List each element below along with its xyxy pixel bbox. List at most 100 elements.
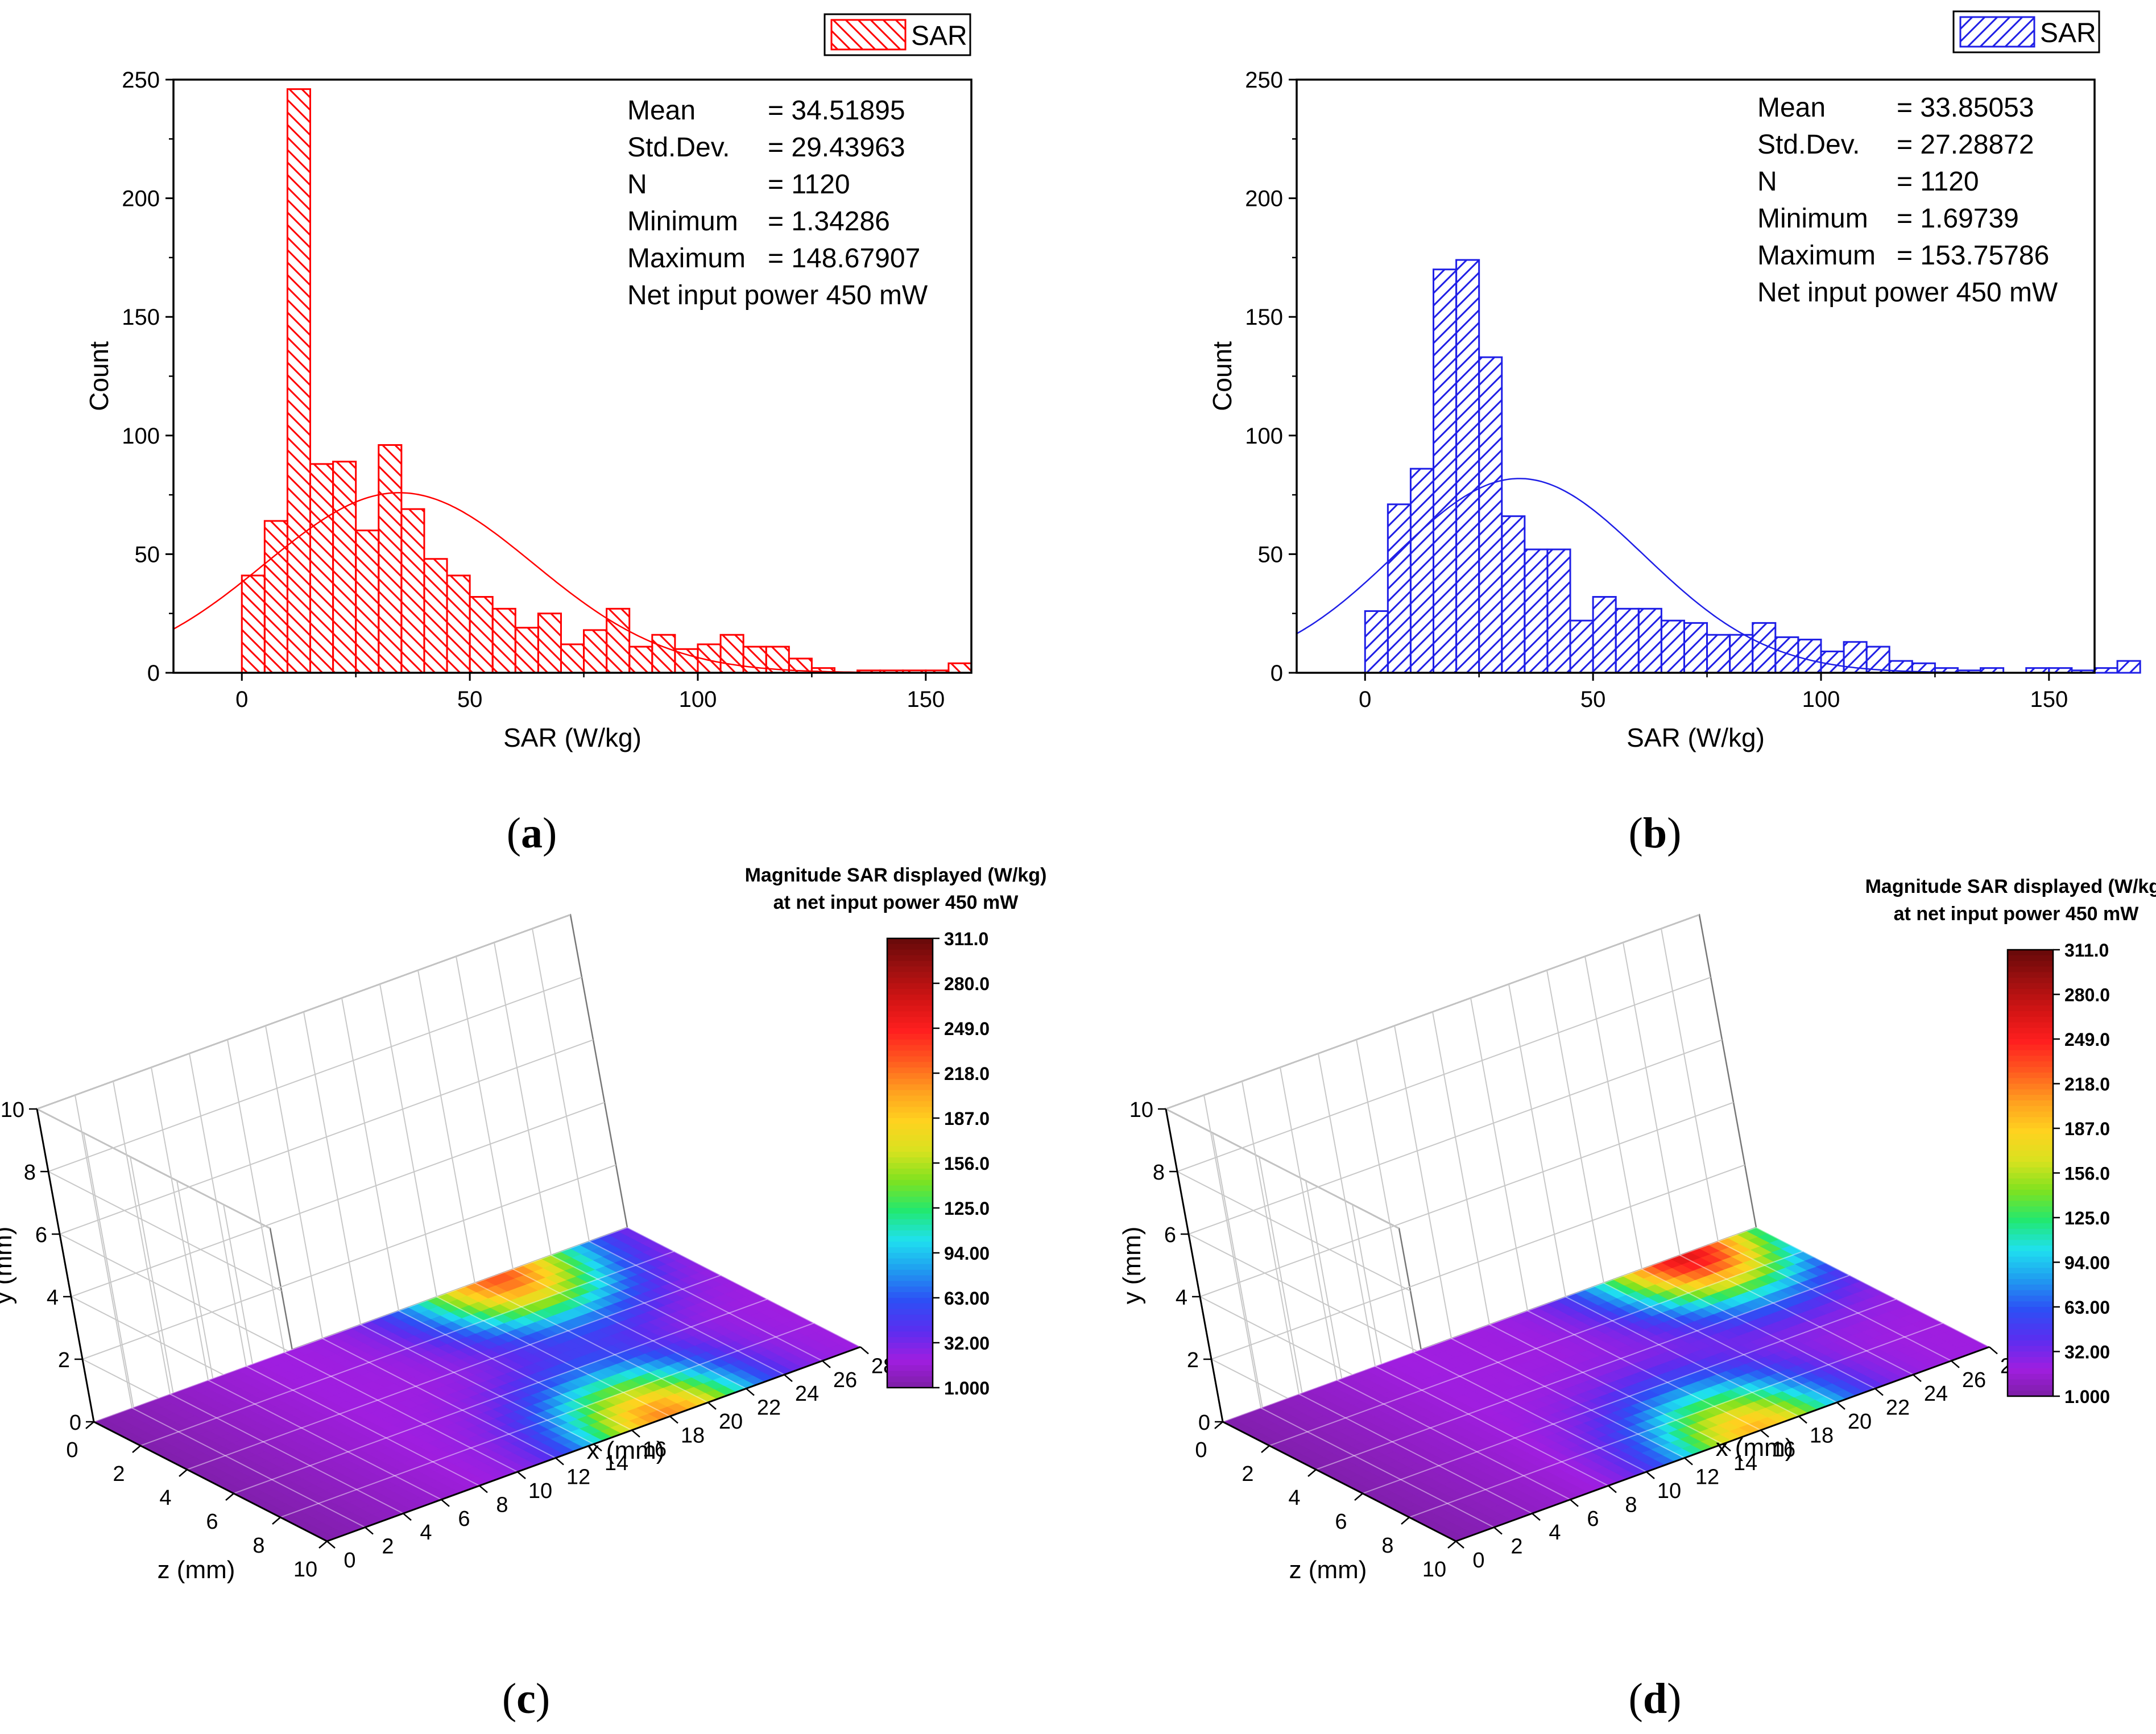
colorbar-segment (2008, 1212, 2053, 1218)
colorbar-segment (2008, 1363, 2053, 1369)
colorbar-segment (887, 1174, 933, 1181)
colorbar-segment (887, 943, 933, 950)
colorbar-segment (887, 1062, 933, 1069)
back-grid-line (341, 998, 399, 1311)
floor-grid-line (1603, 1282, 1838, 1403)
colorbar-segment (2008, 955, 2053, 962)
stat-value: = 148.67907 (768, 243, 920, 274)
y-tick-label: 0 (147, 661, 160, 686)
colorbar-label: 218.0 (944, 1063, 990, 1084)
colorbar-segment (2008, 978, 2053, 984)
colorbar-segment (887, 961, 933, 967)
x-tick (860, 1346, 869, 1355)
colorbar-label: 311.0 (2064, 940, 2109, 961)
z-axis-title: z (mm) (1289, 1556, 1367, 1584)
side-grid-line (48, 1171, 282, 1292)
y-axis-title: Count (1207, 341, 1237, 411)
y-tick-label: 0 (69, 1411, 81, 1435)
colorbar-segment (2008, 1072, 2053, 1079)
x-tick-label: 26 (833, 1368, 857, 1392)
x-tick-label: 18 (681, 1423, 705, 1447)
histogram-bar (1615, 607, 1640, 674)
colorbar-segment (2008, 1335, 2053, 1341)
x-tick-label: 24 (795, 1382, 819, 1406)
y-tick-label: 50 (1258, 542, 1284, 567)
x-tick-label: 0 (1359, 687, 1371, 712)
side-grid-line (59, 1234, 293, 1354)
back-grid-line (265, 1025, 323, 1339)
x-tick-label: 6 (1587, 1507, 1599, 1531)
colorbar-segment (887, 1286, 933, 1293)
y-tick-label: 200 (122, 187, 160, 212)
colorbar-label: 249.0 (944, 1019, 990, 1039)
colorbar-segment (887, 1129, 933, 1136)
colorbar-segment (2008, 1284, 2053, 1291)
histogram-bar (1706, 634, 1731, 674)
x-tick-label: 16 (1772, 1438, 1795, 1462)
floor-grid-line (187, 1274, 721, 1470)
colorbar-segment (2008, 1296, 2053, 1302)
histogram-bar (1774, 636, 1799, 674)
colorbar-segment (887, 1123, 933, 1130)
colorbar-label: 32.00 (944, 1333, 990, 1354)
histogram-bar (1797, 639, 1822, 674)
stat-note: Net input power 450 mW (627, 280, 928, 311)
y-axis-title: Count (84, 341, 114, 411)
z-axis-title: z (mm) (158, 1556, 235, 1584)
colorbar-segment (887, 1157, 933, 1164)
colorbar-segment (887, 1359, 933, 1366)
x-tick (1646, 1471, 1655, 1479)
back-grid-line (1623, 942, 1681, 1256)
colorbar-segment (887, 1168, 933, 1175)
y-tick-label: 0 (1271, 661, 1283, 686)
x-axis-title: SAR (W/kg) (1627, 723, 1765, 752)
x-tick-label: 4 (1549, 1521, 1561, 1545)
caption-c: (c) (502, 1675, 550, 1723)
colorbar-segment (887, 1348, 933, 1355)
colorbar-segment (887, 1039, 933, 1046)
x-tick (1836, 1402, 1845, 1410)
floor-grid-line (1565, 1296, 1799, 1417)
legend-swatch (830, 19, 907, 51)
floor-grid-line (1527, 1310, 1761, 1431)
colorbar-segment (2008, 950, 2053, 956)
colorbar-segment (2008, 1256, 2053, 1263)
back-grid-line (303, 1012, 361, 1325)
colorbar-label: 63.00 (944, 1288, 990, 1309)
surface-panel-d: 024681002468100246810121416182022242628y… (1118, 876, 2156, 1584)
colorbar-segment (2008, 1089, 2053, 1096)
z-tick-label: 0 (1195, 1438, 1207, 1462)
histogram-bar (1637, 607, 1662, 674)
x-tick (593, 1443, 602, 1452)
y-tick-label: 250 (122, 68, 160, 93)
histogram-bar (514, 627, 539, 674)
histogram-bar (583, 629, 608, 674)
stat-label: Mean (1757, 93, 1826, 123)
x-tick-label: 20 (719, 1410, 743, 1434)
colorbar-title-line2: at net input power 450 mW (773, 892, 1019, 913)
colorbar-segment (887, 1365, 933, 1372)
floor-grid-line (93, 1227, 628, 1422)
colorbar-segment (2008, 1323, 2053, 1330)
back-grid-line (494, 942, 552, 1256)
x-tick-label: 8 (1625, 1493, 1637, 1517)
colorbar-segment (2008, 1268, 2053, 1274)
colorbar-label: 156.0 (2064, 1164, 2110, 1184)
colorbar-segment (887, 1354, 933, 1360)
stat-label: Minimum (1757, 204, 1868, 234)
colorbar-segment (2008, 1106, 2053, 1112)
colorbar-segment (887, 1118, 933, 1124)
colorbar-segment (2008, 1273, 2053, 1280)
x-axis-title: SAR (W/kg) (503, 723, 642, 752)
z-tick (1401, 1517, 1410, 1525)
colorbar-segment (2008, 1095, 2053, 1101)
histogram-bar (241, 574, 266, 674)
colorbar-segment (2008, 1111, 2053, 1118)
back-grid-line (1203, 1095, 1261, 1408)
stat-value: = 27.28872 (1897, 130, 2034, 160)
z-tick-label: 10 (1422, 1558, 1446, 1582)
caption-d: (d) (1629, 1675, 1682, 1723)
colorbar-segment (2008, 1039, 2053, 1045)
y-tick-label: 8 (1153, 1161, 1165, 1185)
colorbar-title-line2: at net input power 450 mW (1894, 903, 2140, 925)
